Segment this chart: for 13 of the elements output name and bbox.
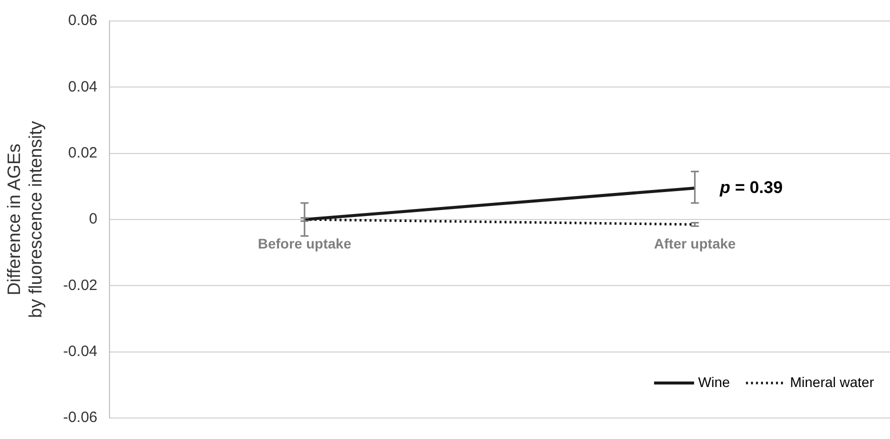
x-tick-label: Before uptake <box>258 235 352 252</box>
legend-label: Mineral water <box>790 374 874 390</box>
y-tick-label: 0.06 <box>68 12 98 30</box>
y-tick-label: 0 <box>89 210 98 228</box>
y-tick-label: 0.02 <box>68 144 98 162</box>
y-tick-label: 0.04 <box>68 78 98 96</box>
y-axis-title: Difference in AGEs by fluorescence intensity <box>4 120 46 318</box>
y-tick-label: -0.04 <box>63 342 98 360</box>
annotation: p = 0.39 <box>718 178 783 197</box>
y-tick-label: -0.06 <box>63 409 98 426</box>
y-tick-label: -0.02 <box>63 276 98 294</box>
legend-label: Wine <box>698 374 730 390</box>
x-tick-label: After uptake <box>654 235 736 252</box>
